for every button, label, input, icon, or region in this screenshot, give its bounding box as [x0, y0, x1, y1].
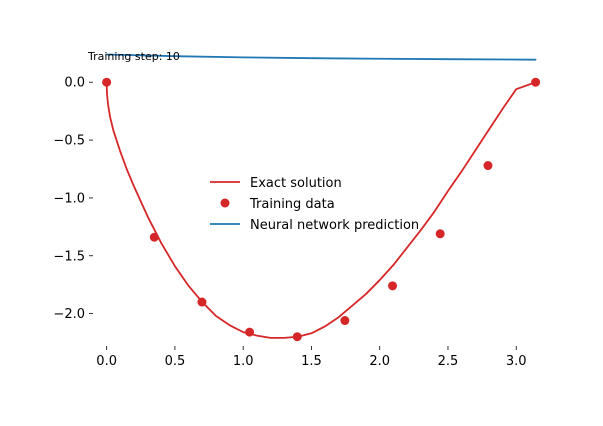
legend: Exact solution Training data Neural netw…: [210, 176, 419, 233]
training-step-annotation: Training step: 10: [87, 50, 180, 63]
x-tick-label: 1.0: [233, 354, 254, 369]
training-data-point: [531, 77, 541, 87]
training-data-point: [435, 229, 445, 239]
training-data-point: [149, 232, 159, 242]
training-data-point: [388, 281, 398, 291]
x-tick-label: 1.5: [301, 354, 322, 369]
x-tick-label: 3.0: [506, 354, 527, 369]
x-tick-label: 2.5: [438, 354, 459, 369]
training-data-point: [340, 316, 350, 326]
legend-nn-prediction-label: Neural network prediction: [250, 218, 419, 233]
legend-exact-solution-label: Exact solution: [250, 176, 342, 191]
y-tick-label: −1.0: [53, 191, 85, 206]
legend-training-data-swatch: [220, 198, 230, 208]
x-tick-label: 0.0: [96, 354, 117, 369]
training-data-point: [483, 161, 493, 171]
training-data-point: [245, 327, 255, 337]
y-tick-label: 0.0: [64, 76, 85, 91]
training-data-point: [102, 77, 112, 87]
x-tick-label: 2.0: [369, 354, 390, 369]
exact-solution-line: [105, 81, 537, 339]
y-tick-label: −2.0: [53, 307, 85, 322]
neural-network-prediction-line: [105, 53, 537, 61]
training-data-point: [197, 297, 207, 307]
legend-training-data-label: Training data: [249, 197, 335, 212]
axes: 0.0 0.5 1.0 1.5 2.0 2.5 3.0 0.0 −0.5 −1.0 −1.5 −2.0: [53, 76, 526, 369]
training-data-point: [292, 332, 302, 342]
y-tick-label: −0.5: [53, 134, 85, 149]
plot-area: [102, 53, 541, 342]
y-tick-label: −1.5: [53, 249, 85, 264]
x-tick-label: 0.5: [165, 354, 186, 369]
